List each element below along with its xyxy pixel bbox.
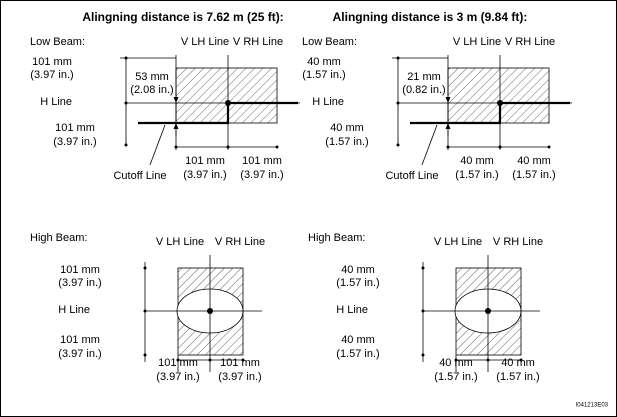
beam-label: High Beam: — [30, 232, 87, 244]
dimension: 101 mm — [242, 155, 282, 167]
dot — [124, 101, 128, 105]
dot — [454, 358, 458, 362]
dimension: (3.97 in.) — [156, 371, 199, 383]
dimension: (1.57 in.) — [302, 69, 345, 81]
dimension: (3.97 in.) — [183, 169, 226, 181]
dimension: (1.57 in.) — [496, 371, 539, 383]
dimension: 40 mm — [517, 155, 551, 167]
dot — [446, 145, 450, 149]
v-lh-label: V LH Line — [453, 36, 501, 48]
dimension: (3.97 in.) — [30, 69, 73, 81]
dimension: (1.57 in.) — [455, 169, 498, 181]
dimension: 40 mm — [330, 122, 364, 134]
dimension: (0.82 in.) — [402, 84, 445, 96]
dimension: 21 mm — [407, 71, 441, 83]
dimension: 40 mm — [341, 264, 375, 276]
dot — [124, 143, 128, 147]
v-rh-label: V RH Line — [505, 36, 555, 48]
dimension: (3.97 in.) — [58, 277, 101, 289]
dot — [143, 309, 147, 313]
dot — [143, 266, 147, 270]
title: Alingning distance is 3 m (9.84 ft): — [333, 10, 528, 24]
dimension: 101 mm — [60, 334, 100, 346]
arrowhead — [445, 123, 451, 129]
cutoff-label: Cutoff Line — [113, 170, 166, 182]
dimension: (1.57 in.) — [336, 277, 379, 289]
dimension: 40 mm — [439, 357, 473, 369]
dot — [421, 353, 425, 357]
dot — [241, 358, 245, 362]
dimension: (3.97 in.) — [218, 371, 261, 383]
dimension: 101 mm — [220, 357, 260, 369]
v-rh-label: V RH Line — [233, 36, 283, 48]
figure-id: I041213E03 — [576, 403, 609, 409]
dimension: (3.97 in.) — [53, 136, 96, 148]
dot — [176, 358, 180, 362]
dot — [486, 358, 490, 362]
beam-label: Low Beam: — [302, 36, 357, 48]
dot — [226, 145, 230, 149]
beam-label: High Beam: — [308, 232, 365, 244]
dimension: 101 mm — [60, 264, 100, 276]
dimension: (2.08 in.) — [130, 84, 173, 96]
dimension: (1.57 in.) — [336, 348, 379, 360]
h-line-label: H Line — [312, 96, 344, 108]
v-lh-label: V LH Line — [181, 36, 229, 48]
hatched-zone — [175, 67, 278, 124]
arrowhead — [445, 97, 451, 103]
cutoff-line — [138, 101, 298, 125]
line — [149, 124, 166, 166]
line — [421, 124, 438, 166]
beam-label: Low Beam: — [30, 36, 85, 48]
dot — [485, 308, 491, 314]
dot — [174, 145, 178, 149]
dimension: 53 mm — [135, 71, 169, 83]
dimension: 40 mm — [341, 334, 375, 346]
h-line-label: H Line — [40, 96, 72, 108]
dimension: (1.57 in.) — [512, 169, 555, 181]
arrowhead — [173, 123, 179, 129]
dimension: 101 mm — [158, 357, 198, 369]
v-lh-label: V LH Line — [434, 236, 482, 248]
dimension: (3.97 in.) — [240, 169, 283, 181]
dimension: 40 mm — [460, 155, 494, 167]
dimension: 40 mm — [501, 357, 535, 369]
dot — [275, 145, 279, 149]
v-lh-label: V LH Line — [156, 236, 204, 248]
dimension: 40 mm — [307, 56, 341, 68]
dot — [396, 101, 400, 105]
dot — [225, 100, 231, 106]
dimension: 101 mm — [55, 122, 95, 134]
dot — [208, 358, 212, 362]
dimension: 101 mm — [185, 155, 225, 167]
hatched-zone — [447, 67, 550, 124]
dot — [421, 309, 425, 313]
cutoff-line — [410, 101, 570, 125]
dot — [547, 145, 551, 149]
cutoff-label: Cutoff Line — [385, 170, 438, 182]
v-rh-label: V RH Line — [493, 236, 543, 248]
arrowhead — [173, 97, 179, 103]
dot — [519, 358, 523, 362]
h-line-label: H Line — [58, 304, 90, 316]
dimension: (3.97 in.) — [58, 348, 101, 360]
dimension: (1.57 in.) — [434, 371, 477, 383]
dot — [498, 145, 502, 149]
dot — [143, 353, 147, 357]
title: Alingning distance is 7.62 m (25 ft): — [82, 10, 283, 24]
dot — [207, 308, 213, 314]
h-line-label: H Line — [336, 304, 368, 316]
dimension: 101 mm — [32, 56, 72, 68]
dot — [497, 100, 503, 106]
dot — [421, 266, 425, 270]
dot — [396, 143, 400, 147]
dimension: (1.57 in.) — [325, 136, 368, 148]
v-rh-label: V RH Line — [215, 236, 265, 248]
